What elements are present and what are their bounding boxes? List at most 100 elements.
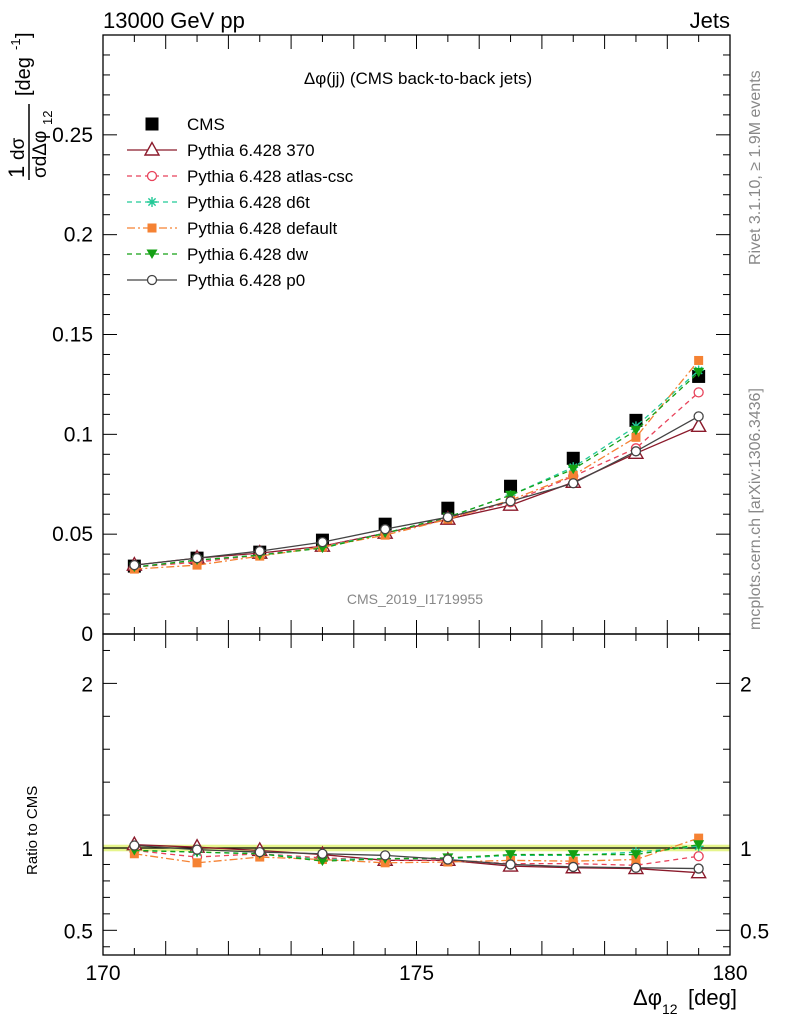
ratio-ytick-label: 1 <box>81 838 93 861</box>
analysis-watermark: CMS_2019_I1719955 <box>347 591 483 607</box>
legend: CMS Pythia 6.428 370 Pythia 6.428 atlas-cs… <box>127 115 354 290</box>
main-point-p0 <box>317 537 328 548</box>
main-panel: 0 0.05 0.1 0.15 0.2 0.25 <box>52 34 731 646</box>
main-ytick-label: 0 <box>81 623 93 646</box>
main-ytick-label: 0.2 <box>64 224 93 247</box>
main-line-d6t <box>134 369 700 568</box>
legend-marker-p370 <box>143 141 161 156</box>
ratio-point-p0 <box>254 846 265 858</box>
main-point-p0 <box>254 545 265 557</box>
x-axis-label: Δφ 12 [deg] <box>633 985 737 1017</box>
ratio-ytick-label-right: 0.5 <box>740 920 769 943</box>
main-point-default <box>631 432 641 442</box>
ratio-point-p0 <box>630 862 642 873</box>
legend-label-default: Pythia 6.428 default <box>187 219 338 238</box>
svg-text:[deg]: [deg] <box>688 985 737 1010</box>
svg-text:12: 12 <box>662 1001 678 1017</box>
ratio-point-p0 <box>442 854 454 865</box>
main-point-p370 <box>690 417 707 433</box>
ratio-point-dw <box>505 850 517 860</box>
ratio-panel: 0.5 0.5 1 1 2 2 170 175 180 <box>64 633 769 985</box>
main-line-p370 <box>134 425 699 566</box>
main-point-CMS <box>441 501 455 515</box>
ratio-point-p0 <box>129 840 140 851</box>
main-point-dw <box>567 464 579 475</box>
main-point-p0 <box>630 446 642 457</box>
header-energy-label: 13000 GeV pp <box>103 8 245 33</box>
ratio-point-atlas <box>693 851 704 862</box>
ratio-point-dw <box>567 850 579 860</box>
ratio-point-p0 <box>693 863 704 874</box>
main-ytick-label: 0.1 <box>64 423 93 446</box>
ratio-line-dw <box>134 844 699 862</box>
svg-text:12: 12 <box>40 111 55 125</box>
ratio-ytick-label: 2 <box>81 673 93 696</box>
ratio-point-p0 <box>379 850 391 861</box>
main-point-p0 <box>129 559 140 571</box>
svg-text:dσ: dσ <box>8 137 29 160</box>
legend-label-p0: Pythia 6.428 p0 <box>187 271 305 290</box>
svg-text:]: ] <box>13 32 35 38</box>
ratio-point-p0 <box>505 859 516 870</box>
ratio-ytick-label-right: 1 <box>740 838 752 861</box>
main-ylabel: 1 dσ σdΔφ 12 [deg -1 ] <box>4 32 55 180</box>
legend-marker-default <box>147 223 157 233</box>
plot-title: Δφ(jj) (CMS back-to-back jets) <box>304 69 532 88</box>
ratio-point-p0 <box>191 844 203 855</box>
main-line-dw <box>134 371 700 568</box>
svg-text:σdΔφ: σdΔφ <box>30 131 51 178</box>
legend-marker-d6t <box>147 197 157 207</box>
legend-label-atlas: Pythia 6.428 atlas-csc <box>187 167 354 186</box>
svg-text:[deg: [deg <box>13 57 35 96</box>
ratio-line-default <box>134 837 699 864</box>
x-tick-label: 175 <box>399 962 434 985</box>
main-point-dw <box>505 490 517 501</box>
main-point-p0 <box>191 552 203 564</box>
ratio-point-default <box>694 833 704 843</box>
ratio-point-dw <box>316 856 328 867</box>
legend-marker-CMS <box>145 117 159 131</box>
ratio-point-p0 <box>568 861 579 873</box>
main-point-CMS <box>566 451 580 465</box>
ratio-point-dw <box>630 850 642 860</box>
ratio-point-default <box>192 858 202 868</box>
main-point-default <box>694 355 704 365</box>
main-point-dw <box>693 367 705 378</box>
legend-label-d6t: Pythia 6.428 d6t <box>187 193 310 212</box>
mcplots-label: mcplots.cern.ch [arXiv:1306.3436] <box>747 388 764 630</box>
rivet-version-label: Rivet 3.1.10, ≥ 1.9M events <box>747 70 764 265</box>
ratio-ytick-label-right: 2 <box>740 673 752 696</box>
ratio-ylabel: Ratio to CMS <box>24 786 41 875</box>
main-ytick-label: 0.25 <box>52 124 93 147</box>
svg-text:-1: -1 <box>8 38 23 50</box>
main-point-p0 <box>379 524 391 535</box>
main-point-p0 <box>693 411 704 422</box>
svg-text:1: 1 <box>4 166 29 178</box>
main-ytick-label: 0.15 <box>52 324 93 347</box>
ratio-ytick-label: 0.5 <box>64 920 93 943</box>
legend-label-CMS: CMS <box>187 115 225 134</box>
legend-label-p370: Pythia 6.428 370 <box>187 141 315 160</box>
legend-marker-p0 <box>146 274 158 286</box>
ratio-point-default <box>568 856 578 866</box>
ratio-line-atlas <box>134 849 699 866</box>
main-line-p0 <box>134 415 699 566</box>
main-point-p0 <box>505 496 516 507</box>
main-point-p0 <box>568 478 579 489</box>
x-tick-label: 170 <box>85 962 120 985</box>
main-point-default <box>568 470 578 480</box>
x-tick-label: 180 <box>712 962 747 985</box>
main-point-CMS <box>504 479 518 493</box>
legend-marker-dw <box>146 249 158 259</box>
main-ytick-label: 0.05 <box>52 523 93 546</box>
ratio-point-p0 <box>317 848 328 859</box>
main-point-p0 <box>442 512 454 523</box>
ratio-line-p0 <box>134 844 699 870</box>
legend-label-dw: Pythia 6.428 dw <box>187 245 309 264</box>
main-line-atlas <box>134 391 700 568</box>
main-point-dw <box>630 425 642 436</box>
legend-marker-atlas <box>146 170 158 182</box>
main-line-default <box>134 360 700 570</box>
ratio-point-dw <box>693 840 705 850</box>
